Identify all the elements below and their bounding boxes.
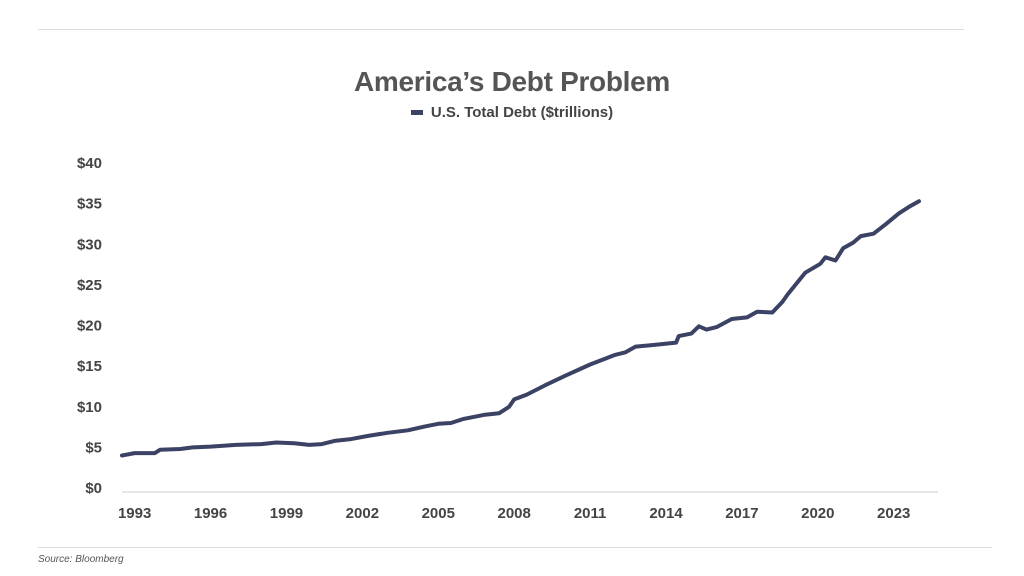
legend: U.S. Total Debt ($trillions) [0, 104, 1024, 121]
y-tick-label: $40 [77, 155, 102, 172]
y-tick-label: $0 [85, 480, 102, 497]
y-tick-label: $20 [77, 318, 102, 335]
x-tick-label: 2017 [725, 505, 758, 522]
y-tick-label: $10 [77, 399, 102, 416]
x-tick-label: 2002 [346, 505, 379, 522]
x-tick-label: 2023 [877, 505, 910, 522]
y-axis-ticks: $0 $5 $10 $15 $20 $25 $30 $35 $40 [77, 155, 102, 497]
top-divider [38, 29, 964, 30]
x-tick-label: 1999 [270, 505, 303, 522]
y-tick-label: $30 [77, 236, 102, 253]
x-tick-label: 1993 [118, 505, 151, 522]
x-tick-label: 2011 [574, 505, 607, 522]
x-tick-label: 2014 [649, 505, 683, 522]
series-line-total-debt [120, 199, 921, 458]
bottom-divider [38, 547, 992, 548]
y-tick-label: $5 [85, 439, 102, 456]
legend-label: U.S. Total Debt ($trillions) [430, 104, 614, 121]
y-tick-label: $25 [77, 277, 102, 294]
x-tick-label: 1996 [194, 505, 227, 522]
source-note: Source: Bloomberg [38, 554, 124, 565]
x-tick-label: 2020 [801, 505, 834, 522]
y-tick-label: $35 [77, 196, 102, 213]
x-axis-ticks: 1993 1996 1999 2002 2005 2008 2011 2014 2017 2020… [118, 505, 910, 522]
chart-title: America’s Debt Problem [353, 66, 671, 97]
y-tick-label: $15 [77, 358, 102, 375]
legend-swatch [410, 110, 423, 115]
x-tick-label: 2005 [422, 505, 455, 522]
x-tick-label: 2008 [497, 505, 530, 522]
